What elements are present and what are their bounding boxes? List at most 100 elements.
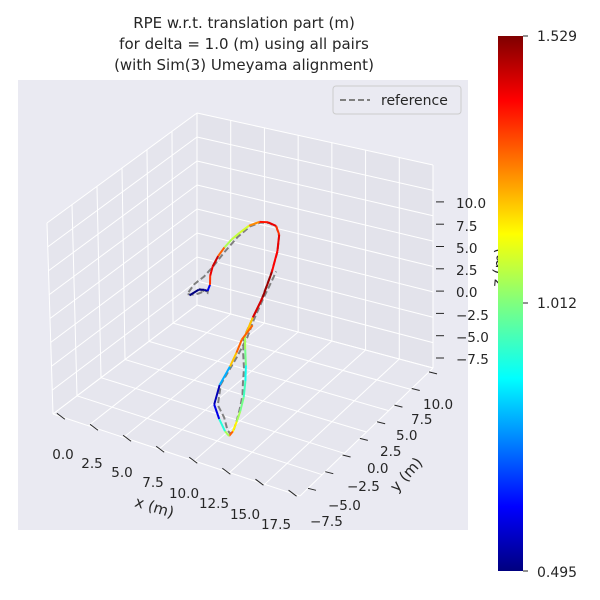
y-tick-mark [411,387,420,391]
colorbar-tick-max: 1.529 [537,29,577,45]
y-tick-mark [342,454,351,458]
grid-line [76,395,323,476]
x-tick-label: 7.5 [142,475,163,491]
estimate-segment [218,366,231,386]
y-tick-label: −2.5 [347,479,380,495]
estimate-segment [223,238,233,249]
x-tick-label: 12.5 [199,496,229,512]
grid-line [158,331,299,450]
colorbar-tick-min: 0.495 [537,565,577,581]
grid-line [299,367,434,497]
estimate-segment [275,225,281,236]
legend-box [332,85,462,115]
y-tick-mark [377,421,386,425]
estimate-segment [213,384,221,405]
y-tick-label: −7.5 [310,514,343,530]
estimate-segment [206,284,211,292]
x-tick-mark [188,456,198,464]
x-axis-ticks: 0.0 2.5 5.0 7.5 10.0 12.5 15.0 17.5 [52,447,291,533]
grid-line [196,256,434,318]
legend-label-reference: reference [381,93,448,109]
y-tick-mark [359,437,368,441]
estimate-segment [188,288,200,297]
colorbar [498,36,523,571]
z-tick-label: 2.5 [456,263,477,279]
estimate-segment [261,271,273,298]
y-tick-label: 10.0 [423,397,453,413]
y-tick-mark [325,471,334,475]
estimate-segment [248,220,260,227]
grid-line [148,340,389,412]
estimate-segment [238,224,250,234]
y-tick-label: 2.5 [380,444,401,460]
x-tick-label: 0.0 [52,447,73,463]
estimate-segment [218,418,226,432]
y-tick-label: 0.0 [367,461,388,477]
estimate-segment [231,232,241,241]
grid-line [196,136,434,191]
estimate-segment [267,221,277,227]
grid-line [48,184,198,296]
grid-line [46,112,198,224]
grid-line [196,160,434,217]
grid-line [196,232,434,293]
chart-title-line-1: RPE w.r.t. translation part (m) [133,14,355,32]
grid-line [229,349,366,473]
grid-line [52,304,198,415]
x-tick-label: 10.0 [169,486,199,502]
grid-line [193,340,333,462]
chart-title-line-2: for delta = 1.0 (m) using all pairs [119,35,369,53]
grid-line [264,358,400,485]
x-tick-label: 5.0 [111,465,132,481]
z-tick-label: −7.5 [456,352,489,368]
estimate-segment [217,246,226,257]
estimate-segment [231,421,238,432]
chart-title-line-3: (with Sim(3) Umeyama alignment) [114,56,374,74]
grid-line [172,322,411,390]
grid-line [196,280,434,344]
x-tick-mark [89,423,99,431]
z-tick-label: 7.5 [456,219,477,235]
x-tick-mark [222,467,231,475]
estimate-segment [203,288,208,292]
z-axis-ticks: −7.5 −5.0 −2.5 0.0 2.5 5.0 7.5 10.0 [456,196,489,368]
estimate-segment [224,430,230,437]
estimate-segment [276,234,281,252]
estimate-segment [239,397,245,412]
y-tick-mark [394,404,403,408]
grid-line [48,160,198,272]
grid-line [196,184,434,242]
x-tick-mark [122,434,132,442]
estimate-segment [209,266,214,276]
estimate-segment [213,404,221,420]
z-tick-label: 10.0 [456,196,486,212]
y-tick-label: −5.0 [328,498,361,514]
grid-line [196,112,434,166]
y-tick-mark [428,371,438,375]
grid-line [196,208,434,267]
estimate-segment [270,250,279,273]
estimate-segment [235,411,242,422]
y-tick-mark [307,487,317,491]
z-tick-label: −2.5 [456,308,489,324]
x-tick-label: 17.5 [261,517,291,533]
grid-line [49,208,198,319]
grid-line [47,136,198,248]
estimate-segment [242,380,247,398]
grid-lines [46,112,444,497]
x-tick-label: 2.5 [81,456,102,472]
x-tick-mark [155,445,165,453]
x-tick-label: 15.0 [230,507,260,523]
estimate-trajectory [188,220,281,437]
grid-line [87,313,232,427]
grid-line [196,304,434,369]
x-tick-mark [255,478,264,486]
y-tick-label: 5.0 [396,428,417,444]
z-tick-label: 0.0 [456,285,477,301]
estimate-segment [235,339,243,354]
y-axis-ticks: −7.5 −5.0 −2.5 0.0 2.5 5.0 7.5 10.0 [310,397,453,530]
x-tick-mark [288,489,297,497]
grid-line [124,359,367,433]
x-tick-mark [56,412,66,420]
